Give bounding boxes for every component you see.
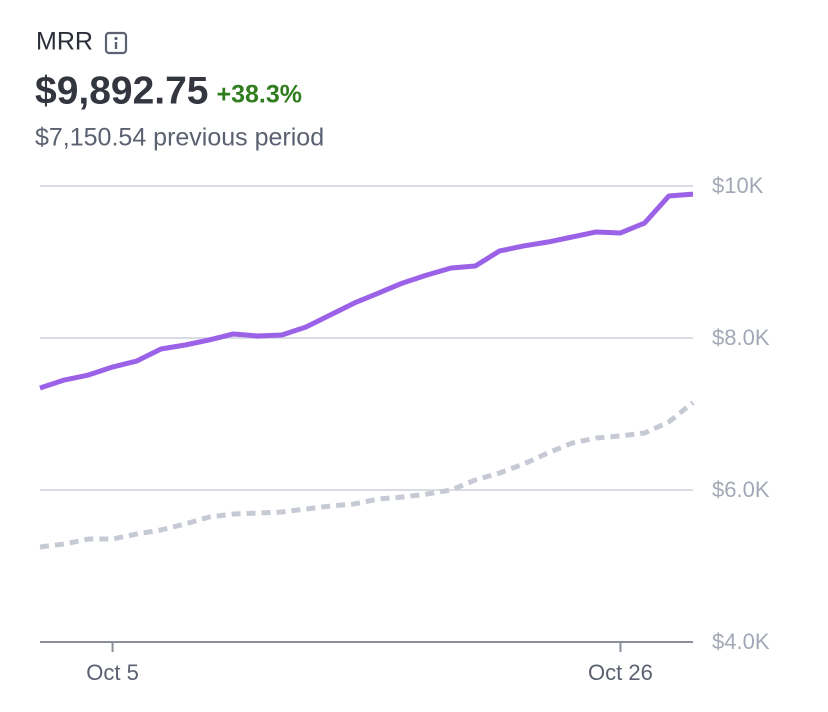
- x-tick-label: Oct 5: [86, 660, 139, 685]
- y-tick-label: $10K: [712, 173, 764, 198]
- title: MRR: [36, 28, 93, 56]
- subtitle: $7,150.54 previous period: [35, 124, 324, 152]
- y-tick-label: $8.0K: [712, 325, 770, 350]
- change: +38.3%: [217, 81, 303, 109]
- current-value: $9,892.75: [35, 69, 209, 112]
- series-line: [39, 400, 695, 550]
- info-icon[interactable]: [104, 31, 128, 55]
- x-tick-label: Oct 26: [588, 660, 653, 685]
- y-tick-label: $4.0K: [712, 629, 770, 654]
- series-line: [39, 191, 694, 391]
- y-tick-label: $6.0K: [712, 477, 770, 502]
